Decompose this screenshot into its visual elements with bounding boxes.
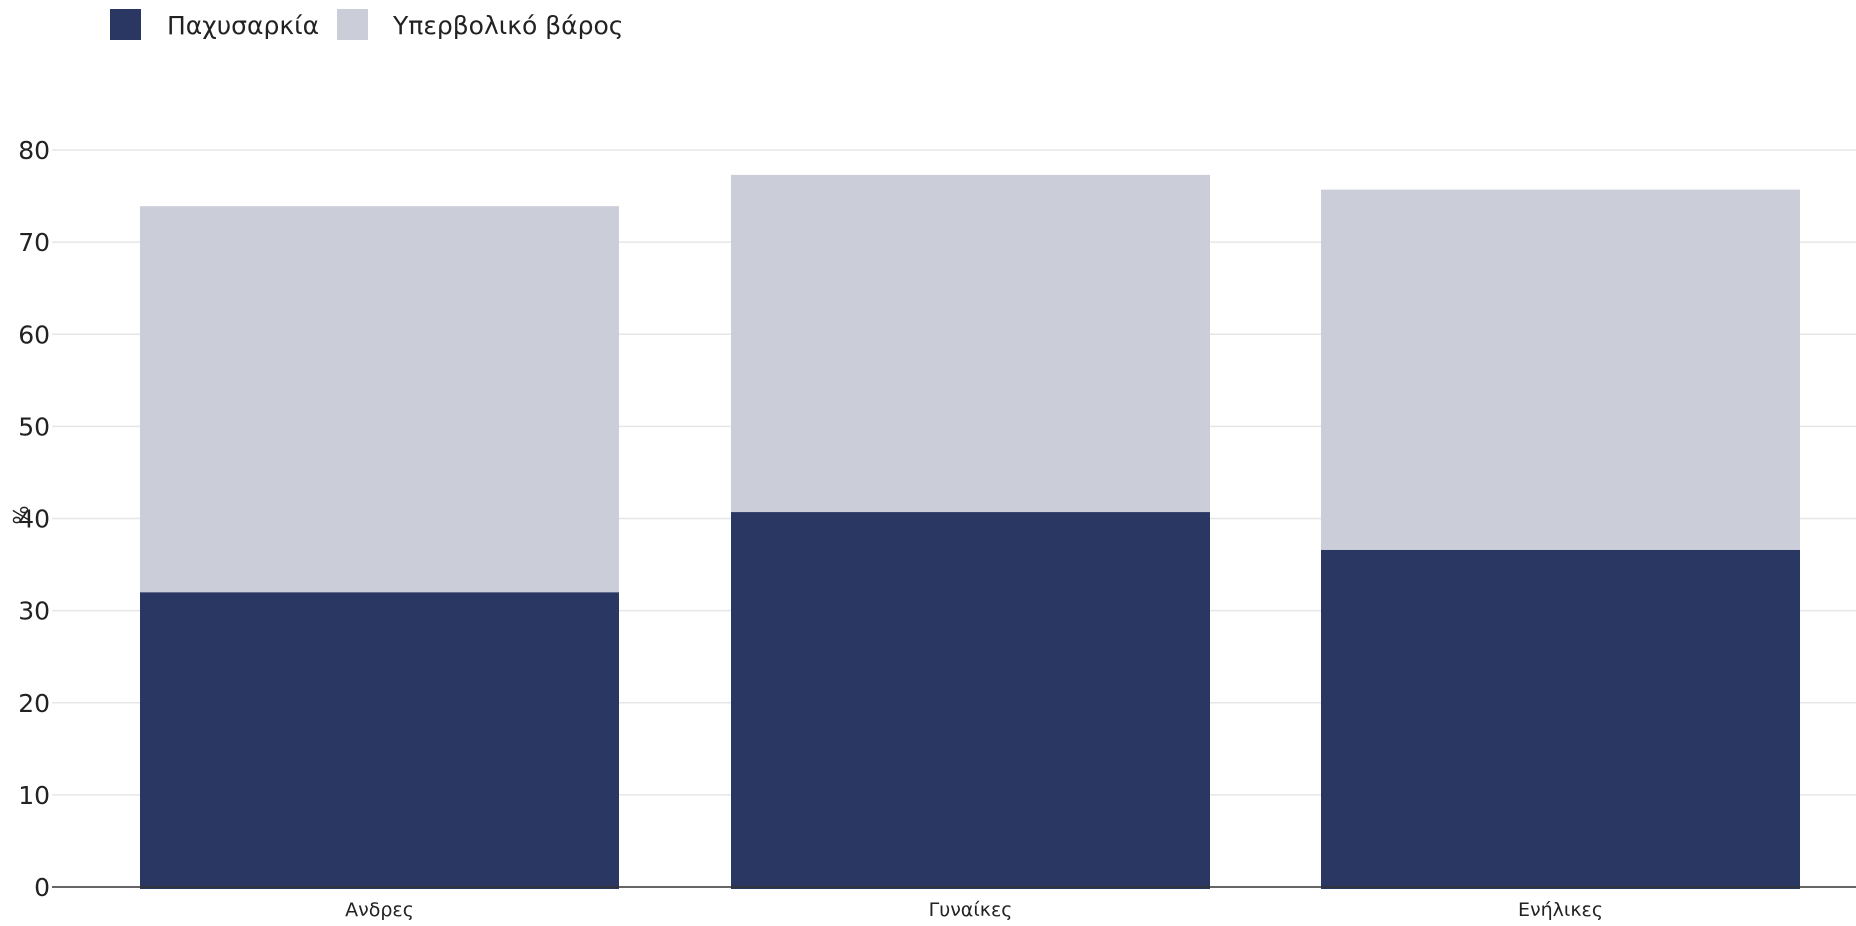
- legend: Παχυσαρκία Υπερβολικό βάρος: [110, 9, 623, 40]
- y-tick-label-50: 50: [18, 412, 50, 441]
- x-tick-label-2: Γυναίκες: [929, 899, 1013, 921]
- y-tick-label-60: 60: [18, 320, 50, 349]
- bar-overweight-3: [1321, 189, 1800, 550]
- y-tick-label-10: 10: [18, 781, 50, 810]
- bar-obesity-3: [1321, 549, 1800, 889]
- legend-label-overweight: Υπερβολικό βάρος: [392, 11, 623, 40]
- y-tick-label-40: 40: [18, 505, 50, 534]
- y-tick-label-30: 30: [18, 597, 50, 626]
- y-tick-label-0: 0: [34, 873, 50, 902]
- x-tick-label-1: Ανδρες: [345, 899, 414, 921]
- legend-label-obesity: Παχυσαρκία: [167, 11, 319, 40]
- legend-swatch-obesity: [110, 9, 141, 40]
- y-axis-label: %: [9, 505, 33, 524]
- bar-overweight-2: [731, 174, 1210, 513]
- y-tick-label-80: 80: [18, 136, 50, 165]
- x-tick-label-3: Ενήλικες: [1518, 899, 1603, 921]
- legend-swatch-overweight: [337, 9, 368, 40]
- bar-obesity-1: [140, 592, 619, 889]
- x-axis-tick-labels: Ανδρες Γυναίκες Ενήλικες: [345, 899, 1603, 921]
- bar-obesity-2: [731, 512, 1210, 889]
- bars: [140, 174, 1800, 889]
- y-tick-label-70: 70: [18, 228, 50, 257]
- y-axis-tick-labels: 0 10 20 30 40 50 60 70 80: [18, 136, 50, 902]
- y-tick-label-20: 20: [18, 689, 50, 718]
- bar-overweight-1: [140, 206, 619, 593]
